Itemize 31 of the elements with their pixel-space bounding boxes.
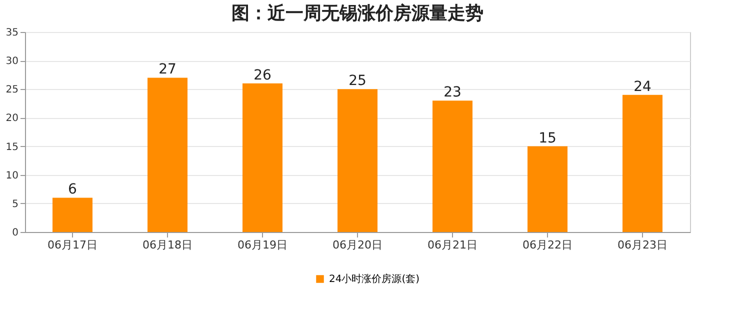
y-tick-label: 0	[12, 228, 18, 238]
x-tick-label: 06月20日	[332, 238, 382, 252]
x-tick-label: 06月19日	[238, 238, 288, 252]
x-tick-label: 06月21日	[428, 238, 478, 252]
bar	[432, 100, 472, 232]
bar	[528, 146, 568, 232]
bar	[148, 78, 188, 232]
y-tick-label: 30	[6, 56, 18, 68]
data-label: 24	[634, 78, 652, 95]
bar	[52, 198, 92, 232]
chart-title: 图：近一周无锡涨价房源量走势	[232, 3, 484, 24]
x-tick-label: 06月17日	[48, 238, 98, 252]
bar	[338, 89, 378, 232]
data-label: 25	[348, 73, 366, 90]
bar	[622, 94, 662, 232]
y-tick-label: 5	[12, 198, 18, 210]
legend-label: 24小时涨价房源(套)	[329, 273, 420, 285]
data-label: 27	[158, 62, 176, 78]
x-tick-label: 06月22日	[522, 238, 572, 252]
x-tick-label: 06月18日	[142, 238, 192, 252]
bar	[242, 83, 282, 232]
data-label: 23	[444, 84, 462, 101]
data-label: 26	[254, 67, 272, 84]
y-tick-label: 15	[6, 142, 18, 153]
data-label: 6	[68, 182, 78, 198]
y-tick-label: 35	[6, 28, 18, 38]
data-label: 15	[538, 130, 556, 146]
y-tick-label: 20	[6, 113, 18, 124]
y-tick-label: 25	[6, 84, 18, 96]
x-tick-label: 06月23日	[618, 238, 668, 252]
y-tick-label: 10	[6, 170, 18, 182]
